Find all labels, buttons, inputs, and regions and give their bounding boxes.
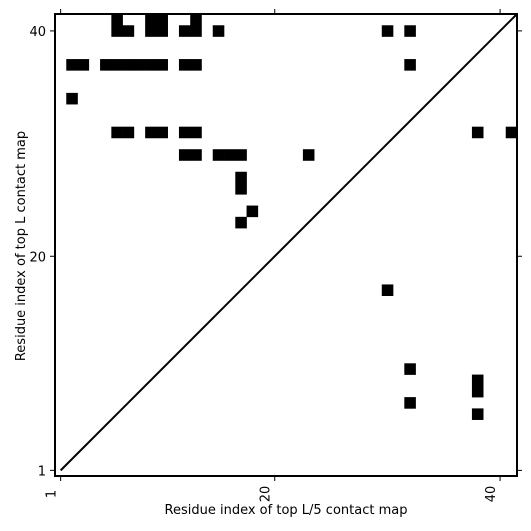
contact-cell-upper [235,149,247,161]
contact-cells [66,14,518,420]
x-tick-label: 40 [484,486,499,503]
contact-cell-upper [212,25,225,37]
contact-cell-upper [381,25,394,37]
contact-cell-upper [190,149,202,161]
contact-cell-upper [178,149,191,161]
contact-cell-upper [77,59,90,71]
contact-cell-upper [122,25,135,37]
contact-cell-upper [156,14,168,26]
contact-cell-upper [190,59,202,71]
contact-cell-upper [212,149,225,161]
diagonal-line [59,13,518,472]
contact-cell-upper [190,14,202,26]
contact-cell-upper [235,171,247,184]
contact-cell-upper [178,25,191,37]
axis-ticks: 1 20 40 1 20 40 [29,9,522,502]
contact-cell-upper [145,59,157,71]
contact-cell-upper [111,59,123,71]
contact-cell-lower [471,408,484,420]
y-axis-label: Residue index of top L contact map [14,131,29,361]
y-tick-label: 1 [38,464,46,479]
contact-cell-upper [111,126,123,139]
contact-cell-upper [122,59,135,71]
contact-cell-upper [505,126,518,139]
contact-cell-upper [471,126,484,139]
contact-cell-upper [111,25,123,37]
contact-cell-upper [133,59,146,71]
contact-cell-upper [404,59,416,71]
contact-cell-upper [156,126,168,139]
contact-cell-lower [404,363,416,375]
contact-cell-upper [404,25,416,37]
contact-cell-upper [156,25,168,37]
contact-cell-upper [246,205,259,218]
contact-cell-upper [190,25,202,37]
contact-cell-upper [190,126,202,139]
contact-cell-upper [145,126,157,139]
y-tick-label: 40 [29,25,46,40]
contact-cell-upper [235,216,247,229]
y-tick-label: 20 [29,250,46,265]
contact-cell-upper [100,59,112,71]
plot-frame [54,13,518,477]
contact-cell-upper [111,14,123,26]
contact-cell-upper [122,126,135,139]
contact-cell-upper [235,183,247,195]
contact-cell-lower [471,385,484,398]
x-axis-label: Residue index of top L/5 contact map [165,503,408,518]
contact-cell-lower [471,374,484,387]
contact-cell-upper [178,59,191,71]
contact-cell-upper [156,59,168,71]
x-tick-label: 1 [45,490,60,498]
contact-cell-upper [66,92,78,105]
contact-cell-upper [302,149,315,161]
contact-cell-upper [145,25,157,37]
contact-cell-upper [224,149,236,161]
contact-cell-lower [404,397,416,409]
x-tick-label: 20 [259,486,274,503]
contact-cell-upper [145,14,157,26]
contact-cell-upper [178,126,191,139]
contact-cell-upper [66,59,78,71]
contact-cell-lower [381,284,394,297]
